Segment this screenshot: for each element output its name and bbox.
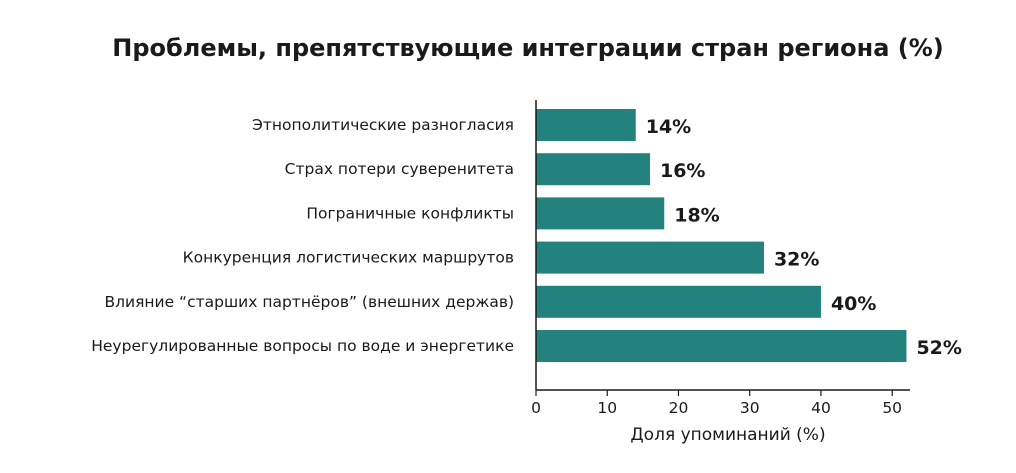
- value-label-0: 14%: [646, 116, 691, 138]
- bar-2: [536, 197, 665, 230]
- axis-layer: 0 10 20 30 40 50 Доля упоминаний (%): [531, 100, 910, 445]
- x-tick-label-1: 10: [597, 399, 617, 417]
- category-label-2: Пограничные конфликты: [306, 204, 514, 222]
- category-label-4: Влияние “старших партнёров” (внешних дер…: [104, 293, 514, 311]
- x-axis-title: Доля упоминаний (%): [630, 425, 825, 445]
- x-tick-label-3: 30: [740, 399, 760, 417]
- category-label-0: Этнополитические разногласия: [252, 116, 514, 134]
- category-label-5: Неурегулированные вопросы по воде и энер…: [91, 337, 514, 355]
- x-tick-label-5: 50: [882, 399, 902, 417]
- category-label-1: Страх потери суверенитета: [285, 160, 514, 178]
- value-label-1: 16%: [660, 160, 705, 182]
- value-label-5: 52%: [916, 337, 961, 359]
- bar-5: [536, 330, 907, 362]
- category-label-3: Конкуренция логистических маршрутов: [183, 249, 514, 267]
- chart-title: Проблемы, препятствующие интеграции стра…: [112, 34, 944, 62]
- labels-layer: Этнополитические разногласия 14% Страх пот…: [91, 116, 962, 359]
- x-tick-label-4: 40: [811, 399, 831, 417]
- x-tick-label-0: 0: [531, 399, 541, 417]
- bar-3: [536, 241, 764, 274]
- value-label-3: 32%: [774, 249, 819, 271]
- bar-0: [536, 109, 636, 141]
- bars-layer: [536, 109, 907, 362]
- value-label-2: 18%: [674, 204, 719, 226]
- x-tick-label-2: 20: [669, 399, 689, 417]
- value-label-4: 40%: [831, 293, 876, 315]
- bar-4: [536, 285, 821, 318]
- bar-1: [536, 153, 650, 186]
